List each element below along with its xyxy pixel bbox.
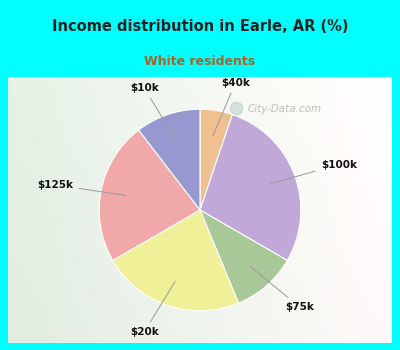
- Text: $20k: $20k: [130, 281, 175, 337]
- Wedge shape: [200, 109, 232, 210]
- Text: $75k: $75k: [250, 266, 314, 312]
- Wedge shape: [113, 210, 238, 311]
- Wedge shape: [99, 130, 200, 260]
- Wedge shape: [200, 210, 287, 303]
- Text: $40k: $40k: [213, 78, 250, 136]
- Text: $10k: $10k: [130, 83, 175, 139]
- Text: White residents: White residents: [144, 55, 256, 69]
- Text: $100k: $100k: [270, 160, 357, 184]
- Text: City-Data.com: City-Data.com: [248, 104, 322, 114]
- Text: $125k: $125k: [38, 180, 126, 195]
- Wedge shape: [200, 114, 301, 260]
- Wedge shape: [139, 109, 200, 210]
- Text: Income distribution in Earle, AR (%): Income distribution in Earle, AR (%): [52, 19, 348, 34]
